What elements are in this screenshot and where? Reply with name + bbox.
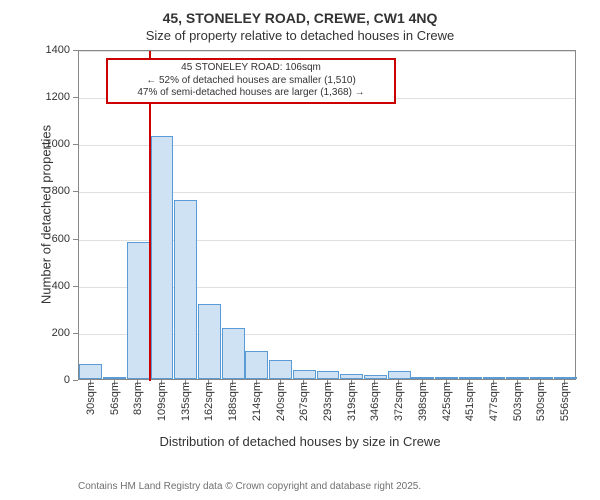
annotation-line1: 45 STONELEY ROAD: 106sqm: [114, 62, 388, 75]
histogram-bar: [340, 374, 363, 379]
xtick-label: 503sqm: [512, 382, 524, 430]
xtick-label: 109sqm: [156, 382, 168, 430]
xtick-label: 425sqm: [441, 382, 453, 430]
xtick-label: 240sqm: [275, 382, 287, 430]
xtick-label: 319sqm: [346, 382, 358, 430]
histogram-bar: [127, 242, 150, 379]
footer-attribution: Contains HM Land Registry data © Crown c…: [78, 470, 460, 500]
ytick-mark: [73, 144, 78, 145]
histogram-bar: [269, 360, 292, 379]
chart-subtitle: Size of property relative to detached ho…: [0, 28, 600, 43]
xtick-label: 293sqm: [322, 382, 334, 430]
histogram-bar: [388, 371, 411, 379]
histogram-bar: [151, 136, 174, 379]
histogram-bar: [554, 377, 577, 379]
histogram-bar: [530, 377, 553, 379]
ytick-mark: [73, 191, 78, 192]
xtick-label: 267sqm: [298, 382, 310, 430]
histogram-bar: [79, 364, 102, 379]
xtick-label: 451sqm: [464, 382, 476, 430]
xtick-label: 530sqm: [535, 382, 547, 430]
histogram-bar: [293, 370, 316, 379]
chart-title: 45, STONELEY ROAD, CREWE, CW1 4NQ: [0, 10, 600, 26]
histogram-bar: [103, 377, 126, 379]
histogram-bar: [245, 351, 268, 379]
xtick-label: 477sqm: [488, 382, 500, 430]
xtick-label: 162sqm: [203, 382, 215, 430]
ytick-label: 1000: [32, 138, 70, 150]
histogram-bar: [411, 377, 434, 379]
ytick-label: 200: [32, 327, 70, 339]
annotation-box: 45 STONELEY ROAD: 106sqm← 52% of detache…: [106, 58, 396, 104]
annotation-line2: ← 52% of detached houses are smaller (1,…: [114, 75, 388, 88]
histogram-bar: [198, 304, 221, 379]
x-axis-label: Distribution of detached houses by size …: [0, 434, 600, 449]
ytick-label: 600: [32, 233, 70, 245]
ytick-mark: [73, 333, 78, 334]
ytick-label: 1200: [32, 91, 70, 103]
histogram-bar: [317, 371, 340, 379]
footer-line1: Contains HM Land Registry data © Crown c…: [78, 481, 421, 492]
histogram-bar: [483, 377, 506, 379]
xtick-label: 83sqm: [132, 382, 144, 430]
histogram-bar: [222, 328, 245, 379]
xtick-label: 214sqm: [251, 382, 263, 430]
ytick-mark: [73, 50, 78, 51]
histogram-bar: [174, 200, 197, 379]
xtick-label: 56sqm: [109, 382, 121, 430]
xtick-label: 556sqm: [559, 382, 571, 430]
histogram-bar: [459, 377, 482, 379]
ytick-mark: [73, 380, 78, 381]
annotation-line3: 47% of semi-detached houses are larger (…: [114, 87, 388, 100]
xtick-label: 135sqm: [180, 382, 192, 430]
ytick-mark: [73, 239, 78, 240]
ytick-label: 0: [32, 374, 70, 386]
histogram-bar: [364, 375, 387, 379]
ytick-label: 1400: [32, 44, 70, 56]
ytick-mark: [73, 97, 78, 98]
ytick-label: 400: [32, 280, 70, 292]
xtick-label: 372sqm: [393, 382, 405, 430]
histogram-bar: [435, 377, 458, 379]
xtick-label: 188sqm: [227, 382, 239, 430]
histogram-bar: [506, 377, 529, 379]
ytick-label: 800: [32, 185, 70, 197]
gridline-h: [79, 51, 575, 52]
xtick-label: 30sqm: [85, 382, 97, 430]
xtick-label: 346sqm: [369, 382, 381, 430]
ytick-mark: [73, 286, 78, 287]
xtick-label: 398sqm: [417, 382, 429, 430]
